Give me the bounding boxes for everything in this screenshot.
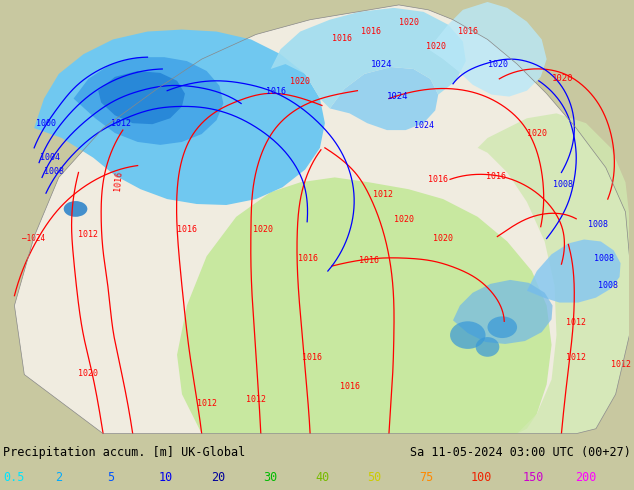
Polygon shape — [34, 29, 325, 205]
Ellipse shape — [488, 317, 517, 338]
Text: 1020: 1020 — [394, 215, 414, 224]
Text: 1016: 1016 — [113, 171, 124, 191]
Text: 1016: 1016 — [298, 254, 318, 263]
Text: 30: 30 — [263, 471, 277, 484]
Text: 1020: 1020 — [527, 129, 547, 138]
Text: 1016: 1016 — [361, 27, 381, 36]
Polygon shape — [15, 5, 630, 434]
Ellipse shape — [450, 321, 486, 349]
Text: 1008: 1008 — [553, 180, 573, 189]
Text: 1020: 1020 — [79, 369, 98, 378]
Ellipse shape — [476, 337, 500, 357]
Text: 1020: 1020 — [488, 60, 507, 69]
Text: 1008: 1008 — [44, 168, 64, 176]
Text: 1020: 1020 — [399, 18, 419, 26]
Polygon shape — [453, 280, 553, 344]
Text: 200: 200 — [575, 471, 597, 484]
Text: 2: 2 — [55, 471, 62, 484]
Text: 1012: 1012 — [566, 318, 586, 327]
Text: 1024: 1024 — [371, 60, 392, 69]
Text: 0.5: 0.5 — [3, 471, 25, 484]
Text: 1016: 1016 — [429, 175, 448, 184]
Polygon shape — [527, 240, 621, 302]
Text: 1016: 1016 — [332, 34, 352, 44]
Text: 5: 5 — [107, 471, 114, 484]
Text: 1020: 1020 — [433, 234, 453, 244]
Text: 1020: 1020 — [552, 74, 573, 83]
Polygon shape — [98, 71, 185, 124]
Text: 1012: 1012 — [79, 229, 98, 239]
Polygon shape — [429, 2, 547, 97]
Polygon shape — [271, 8, 466, 108]
Polygon shape — [177, 177, 552, 434]
Polygon shape — [477, 113, 630, 434]
Text: 1020: 1020 — [253, 224, 273, 234]
Text: 1016: 1016 — [302, 353, 322, 362]
Text: 1020: 1020 — [427, 42, 446, 51]
Text: 100: 100 — [471, 471, 493, 484]
Text: 50: 50 — [367, 471, 381, 484]
Text: 40: 40 — [315, 471, 329, 484]
Text: 1016: 1016 — [177, 224, 197, 234]
Text: 1016: 1016 — [458, 27, 478, 36]
Text: 1012: 1012 — [566, 353, 586, 362]
Text: 1008: 1008 — [588, 220, 608, 229]
Text: —1024: —1024 — [22, 234, 46, 244]
Text: 1000: 1000 — [36, 119, 56, 128]
Text: 1012: 1012 — [611, 360, 631, 368]
Ellipse shape — [63, 201, 87, 217]
Text: 1012: 1012 — [111, 119, 131, 128]
Text: 1012: 1012 — [197, 399, 217, 408]
Text: 1012: 1012 — [373, 190, 393, 199]
Text: 1016: 1016 — [359, 256, 379, 265]
Text: 1016: 1016 — [266, 87, 286, 96]
Text: 20: 20 — [211, 471, 225, 484]
Text: 1024: 1024 — [413, 121, 434, 130]
Polygon shape — [74, 57, 223, 145]
Text: 75: 75 — [419, 471, 433, 484]
Text: 150: 150 — [523, 471, 545, 484]
Text: 1016: 1016 — [340, 382, 359, 392]
Text: 1012: 1012 — [246, 395, 266, 404]
Text: 1024: 1024 — [387, 92, 408, 100]
Text: 1020: 1020 — [290, 77, 311, 86]
Text: 1008: 1008 — [598, 281, 618, 290]
Text: Sa 11-05-2024 03:00 UTC (00+27): Sa 11-05-2024 03:00 UTC (00+27) — [410, 446, 631, 459]
Text: 1016: 1016 — [486, 172, 505, 181]
Text: 1004: 1004 — [40, 153, 60, 162]
Text: 1008: 1008 — [594, 254, 614, 263]
Text: 10: 10 — [159, 471, 173, 484]
Polygon shape — [330, 67, 438, 130]
Text: Precipitation accum. [m] UK-Global: Precipitation accum. [m] UK-Global — [3, 446, 245, 459]
